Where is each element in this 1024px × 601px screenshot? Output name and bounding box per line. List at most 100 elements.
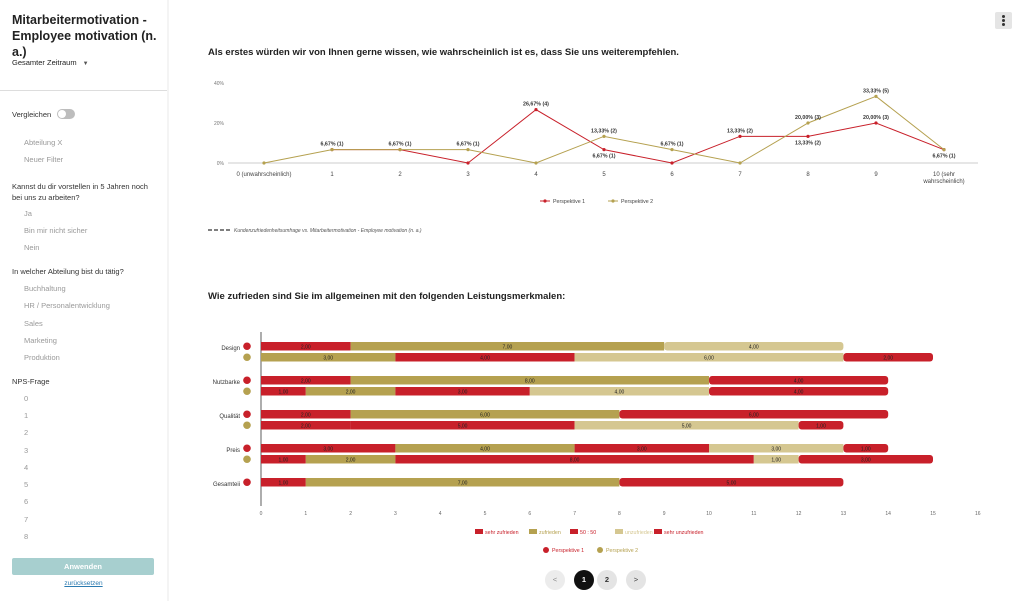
x-tick-label: 11 — [751, 511, 756, 517]
legend-label: Perspektive 1 — [552, 548, 584, 554]
legend-swatch — [615, 529, 623, 534]
bar-value-label: 2,00 — [301, 424, 311, 430]
period-dropdown[interactable]: Gesamter Zeitraum ▼ — [12, 58, 89, 67]
bar-segment — [798, 455, 933, 464]
reset-link[interactable]: zurücksetzen — [64, 580, 103, 587]
bar-value-label: 3,00 — [323, 356, 333, 362]
data-label: 33,33% (5) — [863, 88, 889, 94]
data-point — [670, 161, 674, 165]
question-1-title: Als erstes würden wir von Ihnen gerne wi… — [208, 47, 679, 58]
filter-option[interactable]: Ja — [24, 209, 32, 218]
filter-option[interactable]: 4 — [24, 463, 29, 472]
dot-icon — [1002, 23, 1005, 26]
x-tick-label: 15 — [930, 511, 936, 517]
more-menu-button[interactable] — [995, 12, 1012, 29]
x-tick-label: 7 — [573, 511, 576, 517]
compare-item-abteilung[interactable]: Abteilung X — [24, 138, 63, 147]
bar-segment — [529, 387, 709, 396]
bar-segment — [798, 421, 844, 430]
x-tick-label: 10 — [706, 511, 712, 517]
apply-button[interactable]: Anwenden — [12, 558, 154, 575]
data-point — [806, 134, 810, 138]
filter-option[interactable]: HR / Personalentwicklung — [24, 301, 110, 310]
filter-option[interactable]: Marketing — [24, 336, 57, 345]
nps-line-chart: 40% 20% 0% 0 (unwahrscheinlich) 1 2 3 4 5 6 7 8 9 10 … — [208, 81, 978, 234]
filter-option[interactable]: 3 — [24, 446, 29, 455]
filter-option[interactable]: Bin mir nicht sicher — [24, 226, 88, 235]
bar-segment — [261, 421, 351, 430]
main-scrollbar[interactable] — [167, 0, 169, 601]
bar-value-label: 3,00 — [323, 447, 333, 453]
app-title: Mitarbeitermotivation - Employee motivat… — [12, 13, 157, 59]
bar-segment — [261, 455, 306, 464]
filter-option[interactable]: 5 — [24, 480, 29, 489]
series-line — [332, 109, 945, 164]
legend-swatch — [529, 529, 537, 534]
data-point — [534, 108, 538, 112]
compare-item-new-filter[interactable]: Neuer Filter — [24, 155, 64, 164]
x-tick-label: 3 — [466, 172, 470, 178]
legend-swatch — [475, 529, 483, 534]
bar-segment — [395, 353, 575, 362]
data-label: 6,67% (1) — [389, 142, 412, 148]
x-tick-label: 4 — [439, 511, 442, 517]
filter-option[interactable]: Buchhaltung — [24, 284, 66, 293]
toggle-knob — [58, 110, 66, 118]
question-2-title: Wie zufrieden sind Sie im allgemeinen mi… — [208, 291, 566, 302]
x-tick-label: 1 — [304, 511, 307, 517]
y-tick-label: 20% — [214, 121, 225, 127]
legend-label: zufrieden — [539, 530, 561, 536]
bar-segment — [261, 410, 351, 419]
pagination-next-button[interactable]: > — [626, 570, 646, 590]
legend-marker — [597, 547, 603, 553]
legend-label: Perspektive 1 — [553, 199, 585, 205]
x-tick-label: 16 — [975, 511, 981, 517]
data-point — [534, 161, 538, 165]
bar-segment — [574, 444, 709, 453]
x-tick-label: 6 — [670, 172, 674, 178]
perspective-dot — [243, 387, 251, 396]
chevron-down-icon: ▼ — [82, 61, 89, 67]
filter-option[interactable]: Produktion — [24, 353, 60, 362]
x-tick-label: 8 — [806, 172, 810, 178]
filter-option[interactable]: 1 — [24, 411, 29, 420]
filter-option[interactable]: Sales — [24, 319, 43, 328]
data-point — [398, 148, 402, 152]
filter-option[interactable]: Nein — [24, 243, 40, 252]
category-label: Design — [221, 346, 240, 352]
data-label: 6,67% (1) — [593, 154, 616, 160]
filter-option[interactable]: 0 — [24, 394, 29, 403]
x-tick-label: 13 — [841, 511, 847, 517]
pagination-page-1[interactable]: 1 — [574, 570, 594, 590]
bar-segment — [350, 410, 620, 419]
bar-value-label: 2,00 — [883, 356, 893, 362]
legend-label: Perspektive 2 — [621, 199, 653, 205]
filter-question-3: NPS-Frage — [12, 377, 50, 386]
data-label: 6,67% (1) — [661, 142, 684, 148]
pagination-page-2[interactable]: 2 — [597, 570, 617, 590]
x-tick-label: 6 — [528, 511, 531, 517]
bar-value-label: 7,00 — [458, 481, 468, 487]
compare-label: Vergleichen — [12, 110, 52, 119]
filter-option[interactable]: 7 — [24, 515, 29, 524]
bar-value-label: 2,00 — [346, 458, 356, 464]
pagination-prev-button[interactable]: < — [545, 570, 565, 590]
bar-segment — [261, 353, 396, 362]
bar-value-label: 1,00 — [816, 424, 826, 430]
bar-value-label: 1,00 — [279, 458, 289, 464]
bar-segment — [843, 353, 933, 362]
bar-segment — [261, 376, 351, 385]
bar-segment — [305, 387, 396, 396]
x-tick-label: 0 (unwahrscheinlich) — [236, 172, 291, 178]
compare-toggle[interactable] — [57, 109, 75, 119]
perspective-dot — [243, 444, 251, 453]
legend-label: sehr unzufrieden — [664, 530, 704, 536]
bar-segment — [261, 387, 306, 396]
bar-segment — [843, 444, 889, 453]
data-point — [738, 134, 742, 138]
filter-option[interactable]: 2 — [24, 428, 29, 437]
perspective-dot — [243, 421, 251, 430]
filter-option[interactable]: 6 — [24, 497, 29, 506]
filter-option[interactable]: 8 — [24, 532, 29, 541]
